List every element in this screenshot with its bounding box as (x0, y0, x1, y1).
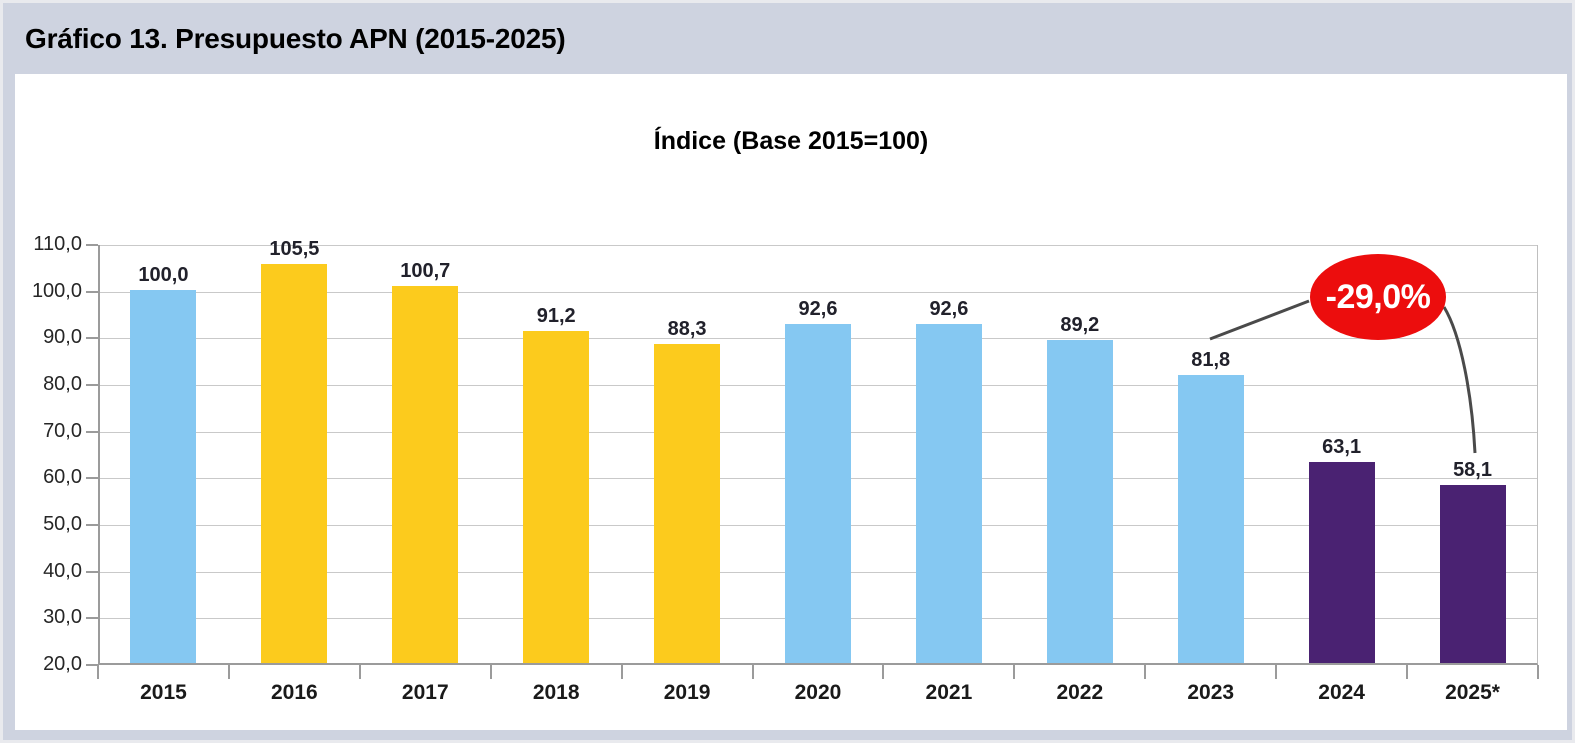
bar-value-label: 91,2 (536, 304, 576, 327)
chart-title: Índice (Base 2015=100) (653, 127, 929, 155)
x-axis-tick (1275, 665, 1278, 679)
x-axis-label: 2025* (1445, 681, 1500, 704)
y-axis-label: 110,0 (33, 233, 82, 255)
x-axis-label: 2024 (1318, 681, 1365, 704)
x-axis-tick (227, 665, 230, 679)
bar-value-label: 92,6 (929, 298, 969, 321)
bar (1439, 485, 1506, 663)
bar-value-label: 58,1 (1453, 459, 1492, 482)
y-axis-label: 90,0 (43, 326, 82, 349)
y-axis-tick (86, 570, 98, 573)
x-axis-label: 2021 (925, 681, 973, 704)
bar (1046, 340, 1113, 663)
bar-value-label: 100,7 (400, 260, 451, 283)
y-axis-label: 100,0 (31, 279, 82, 302)
bar-value-label: 105,5 (269, 238, 320, 260)
x-axis-label: 2023 (1187, 681, 1235, 704)
x-axis-label: 2022 (1056, 681, 1104, 704)
x-axis-label: 2016 (271, 681, 318, 704)
y-axis-label: 50,0 (43, 513, 82, 535)
y-axis-label: 40,0 (43, 559, 82, 582)
x-axis-tick (751, 665, 754, 679)
x-axis-tick (97, 665, 99, 679)
x-axis-tick (620, 665, 623, 679)
bar (261, 264, 328, 663)
page-title: Gráfico 13. Presupuesto APN (2015-2025) (25, 23, 566, 54)
bar (1177, 374, 1244, 663)
x-axis-tick (1013, 665, 1016, 679)
bar-value-label: 100,0 (138, 263, 189, 286)
bar (392, 286, 459, 663)
gridline (100, 291, 1537, 293)
y-axis-label: 60,0 (43, 466, 82, 489)
bar (915, 324, 982, 663)
y-axis-tick (86, 384, 98, 386)
y-axis-tick (86, 524, 98, 526)
bar-value-label: 81,8 (1191, 348, 1231, 371)
bar-value-label: 92,6 (798, 298, 838, 321)
y-axis-label: 20,0 (43, 653, 82, 675)
y-axis-label: 80,0 (43, 373, 82, 395)
y-axis-tick (86, 617, 98, 620)
y-axis-tick (86, 477, 98, 480)
bar (785, 324, 851, 663)
y-axis-tick (86, 664, 98, 666)
annotation-ellipse: -29,0% (1310, 254, 1446, 340)
y-axis-label: 30,0 (43, 606, 82, 629)
y-axis-tick (86, 290, 98, 293)
x-axis-label: 2020 (794, 681, 842, 704)
bar-value-label: 89,2 (1060, 314, 1100, 337)
gridline (100, 245, 1537, 246)
x-axis-tick (1406, 665, 1409, 679)
x-axis-label: 2017 (401, 681, 449, 704)
y-axis-label: 70,0 (43, 419, 82, 442)
y-axis-tick (86, 430, 98, 433)
y-axis-tick (86, 337, 98, 340)
y-axis-tick (86, 244, 98, 246)
bar (130, 289, 197, 663)
bar (1308, 461, 1375, 663)
x-axis-tick (882, 665, 885, 679)
annotation-label: -29,0% (1325, 278, 1431, 316)
bar-value-label: 88,3 (667, 318, 707, 341)
x-axis-tick (358, 665, 361, 679)
bar (523, 330, 590, 663)
bar-value-label: 63,1 (1322, 435, 1362, 458)
x-axis-tick (489, 665, 492, 679)
x-axis-label: 2019 (663, 681, 711, 704)
x-axis-tick (1144, 665, 1147, 679)
bar (654, 344, 721, 663)
x-axis-tick (1537, 665, 1539, 679)
x-axis-label: 2018 (532, 681, 580, 704)
x-axis-label: 2015 (140, 681, 187, 704)
